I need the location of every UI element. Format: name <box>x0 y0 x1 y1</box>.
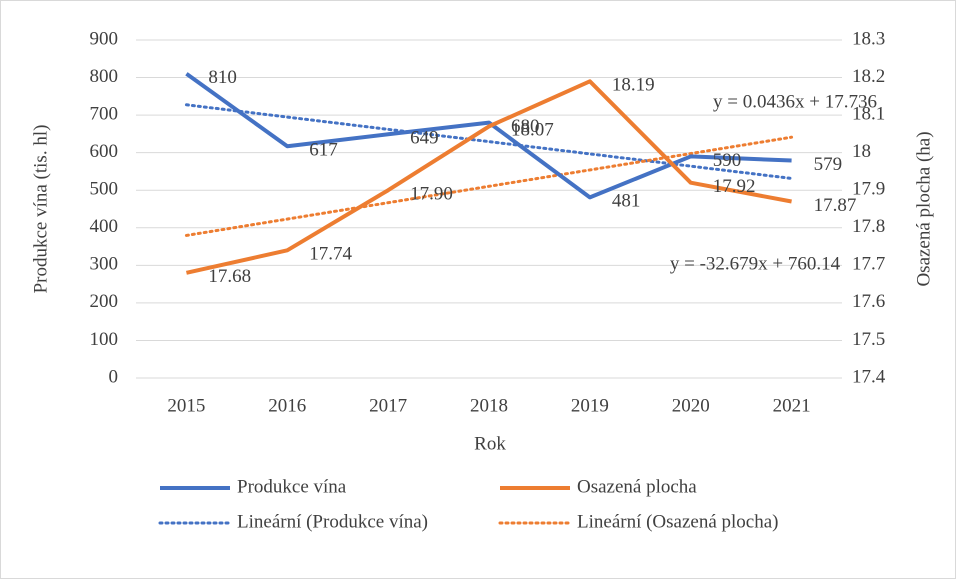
x-tick-label: 2020 <box>672 395 710 416</box>
y2-tick-label: 17.7 <box>852 254 885 275</box>
y2-tick-label: 17.9 <box>852 179 885 200</box>
legend-label: Lineární (Produkce vína) <box>237 511 428 532</box>
y-tick-label: 600 <box>90 141 119 162</box>
y-tick-label: 800 <box>90 66 119 87</box>
y2-tick-label: 18.3 <box>852 28 885 49</box>
y-tick-label: 100 <box>90 329 119 350</box>
x-tick-label: 2019 <box>571 395 609 416</box>
y2-tick-label: 17.6 <box>852 291 885 312</box>
x-tick-label: 2017 <box>369 395 407 416</box>
data-label: 17.87 <box>814 195 857 216</box>
y-tick-label: 200 <box>90 291 119 312</box>
y2-tick-label: 18.2 <box>852 66 885 87</box>
trendline <box>184 135 794 237</box>
x-tick-label: 2016 <box>268 395 306 416</box>
series-line <box>185 72 792 200</box>
data-label: 17.74 <box>309 244 352 265</box>
x-tick-label: 2018 <box>470 395 508 416</box>
x-axis-title: Rok <box>474 433 506 454</box>
data-label: 649 <box>410 128 439 149</box>
data-label: 810 <box>208 67 237 88</box>
data-label: 18.19 <box>612 75 655 96</box>
y2-tick-label: 18.1 <box>852 103 885 124</box>
y2-tick-label: 17.8 <box>852 216 885 237</box>
y2-tick-label: 18 <box>852 141 871 162</box>
y-tick-label: 300 <box>90 254 119 275</box>
trendline <box>184 103 794 180</box>
y-tick-label: 0 <box>109 366 119 387</box>
y2-tick-label: 17.5 <box>852 329 885 350</box>
y-tick-label: 400 <box>90 216 119 237</box>
x-tick-label: 2021 <box>773 395 811 416</box>
data-label: 617 <box>309 140 338 161</box>
data-label: 18.07 <box>511 120 554 141</box>
data-label: 17.68 <box>208 266 251 287</box>
y-tick-label: 900 <box>90 28 119 49</box>
data-label: 590 <box>713 150 742 171</box>
data-label: 481 <box>612 191 641 212</box>
series-line <box>185 79 792 275</box>
trend-equation: y = -32.679x + 760.14 <box>670 253 841 274</box>
y-tick-label: 700 <box>90 103 119 124</box>
legend-label: Lineární (Osazená plocha) <box>577 511 779 532</box>
data-label: 17.90 <box>410 184 453 205</box>
y-tick-label: 500 <box>90 179 119 200</box>
y2-tick-label: 17.4 <box>852 366 886 387</box>
trend-equation: y = 0.0436x + 17.736 <box>713 91 877 112</box>
legend-label: Produkce vína <box>237 476 347 497</box>
data-label: 680 <box>511 116 540 137</box>
y2-axis-title: Osazená plocha (ha) <box>913 131 934 286</box>
data-label: 579 <box>814 154 843 175</box>
legend-label: Osazená plocha <box>577 476 697 497</box>
y-axis-title: Produkce vína (tis. hl) <box>30 125 51 294</box>
data-label: 17.92 <box>713 176 756 197</box>
x-tick-label: 2015 <box>167 395 205 416</box>
